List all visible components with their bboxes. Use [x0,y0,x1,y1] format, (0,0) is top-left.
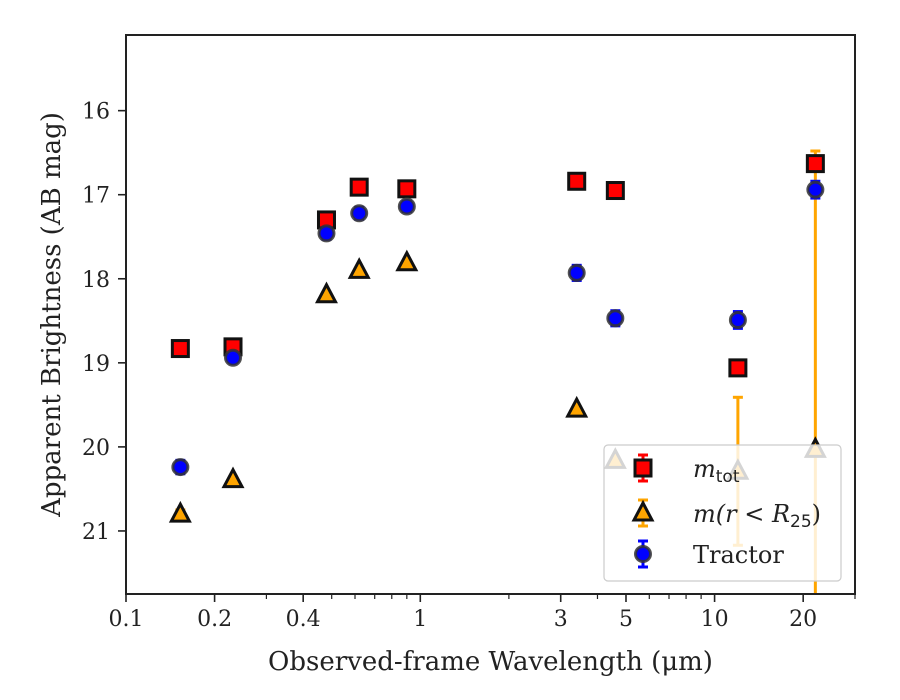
x-tick-label: 1 [413,607,427,632]
x-tick-label: 0.4 [286,607,321,632]
x-tick-label: 0.2 [197,607,232,632]
y-tick-label: 21 [82,520,110,545]
data-point-square [397,179,417,199]
data-point-triangle [168,500,192,523]
data-point-triangle [395,249,419,272]
data-point-circle [567,263,586,282]
data-point-square [170,339,190,359]
series-circle [171,179,825,477]
data-point-triangle [314,281,338,304]
data-point-square [567,171,587,191]
plot-frame [125,34,856,595]
data-point-square [349,177,369,197]
data-point-circle [171,458,190,477]
data-point-circle [317,224,336,243]
legend-label: mtot [693,455,740,487]
data-point-square [805,154,825,174]
y-axis-label: Apparent Brightness (AB mag) [37,112,67,518]
data-point-circle [806,180,825,199]
legend-label-subscript: tot [716,467,740,487]
x-tick-label: 5 [619,607,633,632]
y-tick-label: 20 [82,436,110,461]
data-point-triangle [347,257,371,279]
data-point-triangle [221,466,245,489]
x-axis-label: Observed-frame Wavelength (μm) [268,647,713,677]
x-tick-label: 3 [554,607,568,632]
data-point-circle [397,197,416,216]
legend-label-main: m(r < R [693,500,790,528]
data-point-circle [606,309,625,328]
x-tick-label: 0.1 [109,607,144,632]
legend-label: Tractor [693,541,784,569]
data-point-square [728,358,748,378]
y-tick-label: 19 [82,352,110,377]
series-square [170,154,825,378]
legend-label: m(r < R25) [693,500,821,532]
legend-marker-square [633,458,653,478]
legend-marker-triangle [631,499,655,522]
data-point-square [605,181,625,201]
y-tick-label: 16 [82,100,110,125]
data-point-circle [224,348,243,367]
y-tick-label: 17 [82,184,110,209]
x-tick-label: 10 [701,607,729,632]
data-point-circle [350,204,369,223]
legend-label-suffix: ) [812,500,821,528]
legend-box [603,444,842,582]
legend-label-subscript: 25 [790,512,812,532]
y-tick-label: 18 [82,268,110,293]
legend-marker-circle [634,545,652,563]
x-tick-label: 20 [789,607,817,632]
data-point-triangle [565,395,589,418]
legend-label-main: m [693,455,716,483]
data-point-circle [728,310,747,329]
legend: mtot m(r < R25) Tractor [603,444,842,582]
axis-ticks: 0.1 0.2 0.4 1 3 5 10 20 16 17 18 19 20 21 [82,100,856,632]
